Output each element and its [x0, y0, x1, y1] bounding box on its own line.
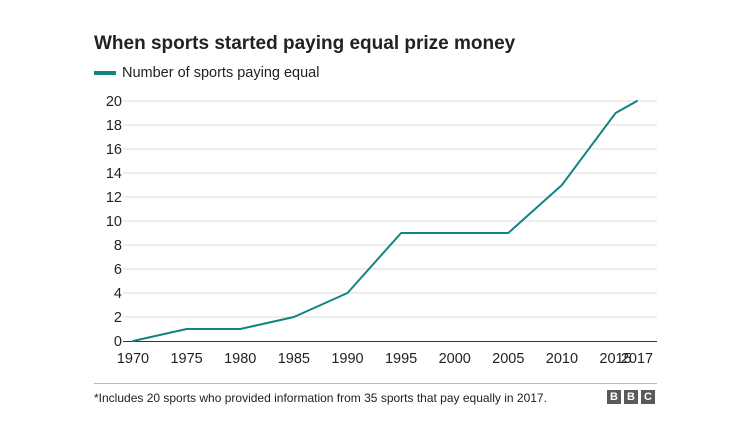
y-tick-labels: 0 2 4 6 8 10 12 14 16 18 20 [106, 94, 122, 350]
x-tick-label-1985: 1985 [278, 351, 310, 367]
bbc-logo: B B C [607, 390, 655, 404]
x-tick-label-1980: 1980 [224, 351, 256, 367]
y-tick-label-20: 20 [106, 94, 122, 110]
chart-legend: Number of sports paying equal [94, 63, 319, 83]
chart-title: When sports started paying equal prize m… [94, 33, 516, 54]
y-tick-label-18: 18 [106, 118, 122, 134]
y-tick-label-10: 10 [106, 214, 122, 230]
grid-layer [123, 100, 657, 342]
footer-divider [94, 383, 657, 384]
y-tick-label-4: 4 [114, 286, 122, 302]
legend-swatch [94, 71, 116, 75]
y-tick-label-16: 16 [106, 142, 122, 158]
bbc-logo-letter-1: B [607, 390, 621, 404]
series-layer [132, 100, 638, 342]
y-tick-label-14: 14 [106, 166, 122, 182]
y-tick-label-2: 2 [114, 310, 122, 326]
x-tick-label-1995: 1995 [385, 351, 417, 367]
x-tick-label-1970: 1970 [117, 351, 149, 367]
x-tick-label-1990: 1990 [331, 351, 363, 367]
x-tick-label-2000: 2000 [439, 351, 471, 367]
bbc-logo-letter-2: B [624, 390, 638, 404]
y-tick-label-6: 6 [114, 262, 122, 278]
y-tick-label-0: 0 [114, 334, 122, 350]
legend-label: Number of sports paying equal [122, 65, 320, 81]
x-tick-label-2005: 2005 [492, 351, 524, 367]
bbc-logo-letter-3: C [641, 390, 655, 404]
x-tick-label-2017: 2017 [621, 351, 653, 367]
x-tick-label-2010: 2010 [546, 351, 578, 367]
x-tick-labels: 1970 1975 1980 1985 1990 1995 2000 2005 2010 2015… [117, 351, 653, 367]
footnote: *Includes 20 sports who provided informa… [94, 391, 547, 405]
y-tick-label-8: 8 [114, 238, 122, 254]
y-tick-label-12: 12 [106, 190, 122, 206]
x-tick-label-2015: 2015 [599, 351, 631, 367]
x-tick-label-1975: 1975 [170, 351, 202, 367]
